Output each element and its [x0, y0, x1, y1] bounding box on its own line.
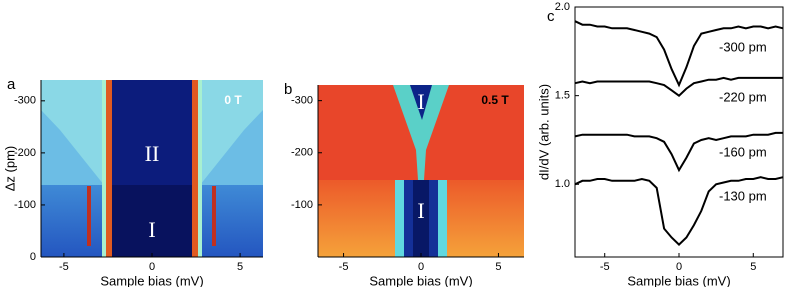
annotation: I: [148, 217, 155, 242]
annotation: 0 T: [224, 93, 242, 107]
y-tick-label: 0: [30, 251, 36, 263]
y-tick-label: 2.0: [555, 1, 570, 13]
y-tick-label: 1.0: [555, 178, 570, 190]
x-tick-label: 5: [237, 261, 243, 273]
y-tick-label: -100: [14, 199, 36, 211]
x-axis-label: Sample bias (mV): [369, 273, 472, 287]
line-series: [574, 131, 783, 173]
series-label: -160 pm: [719, 144, 767, 159]
series-label: -300 pm: [719, 40, 767, 55]
y-axis-label: dI/dV (arb. units): [536, 84, 551, 180]
line-series: [574, 20, 784, 88]
series-label: -220 pm: [719, 89, 767, 104]
panel-label: c: [547, 8, 555, 25]
heatmap-image-b: [318, 85, 524, 257]
y-tick-label: -300: [291, 95, 313, 107]
series-label: -130 pm: [719, 189, 767, 204]
x-tick-label: -5: [600, 261, 610, 273]
y-axis-label: Δz (pm): [2, 146, 17, 192]
x-tick-label: 5: [750, 261, 756, 273]
annotation: I: [417, 198, 424, 223]
panel-label: b: [284, 81, 292, 98]
y-tick-label: 1.5: [555, 90, 570, 102]
x-tick-label: -5: [339, 261, 349, 273]
x-axis-label: Sample bias (mV): [627, 273, 730, 287]
x-tick-label: 0: [418, 261, 424, 273]
line-series: [574, 176, 784, 246]
y-tick-label: -200: [14, 147, 36, 159]
y-tick-label: -100: [291, 199, 313, 211]
x-axis-label: Sample bias (mV): [100, 273, 203, 287]
heatmap-image-a: [41, 80, 263, 257]
x-tick-label: -5: [59, 261, 69, 273]
x-tick-label: 5: [495, 261, 501, 273]
panel-label: a: [7, 76, 16, 93]
x-tick-label: 0: [149, 261, 155, 273]
y-tick-label: -300: [14, 95, 36, 107]
x-tick-label: 0: [676, 261, 682, 273]
annotation: I: [417, 89, 424, 114]
annotation: II: [145, 141, 160, 166]
line-series: [574, 76, 783, 98]
annotation: 0.5 T: [481, 93, 509, 107]
y-tick-label: -200: [291, 147, 313, 159]
